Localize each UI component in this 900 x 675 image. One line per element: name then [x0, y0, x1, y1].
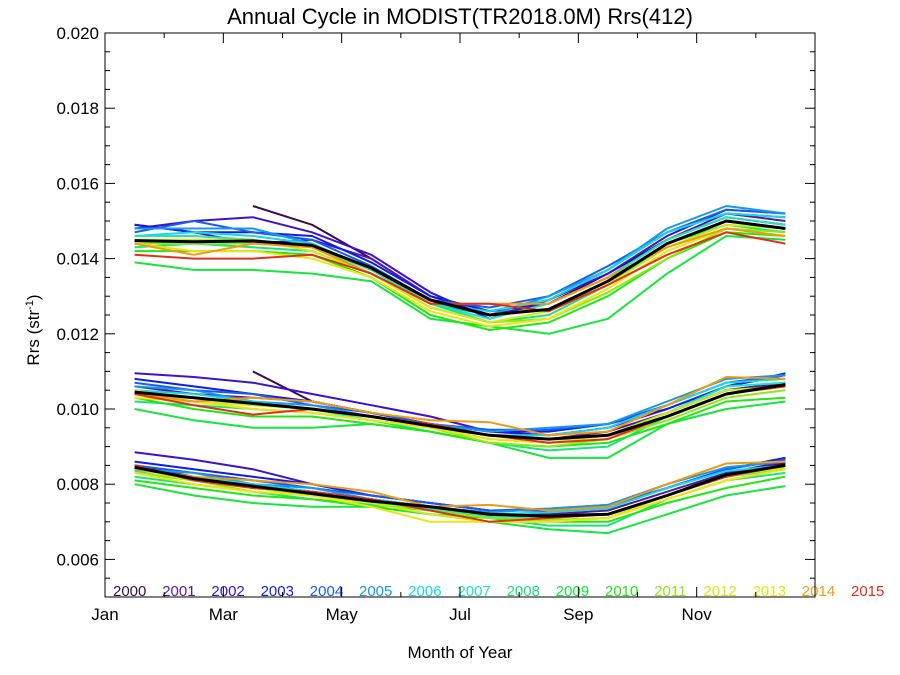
legend-item-2005: 2005	[359, 583, 392, 600]
series-line-2010	[134, 396, 786, 448]
series-line-2005	[134, 205, 786, 316]
x-tick-label: Mar	[209, 605, 239, 624]
x-axis: Jan Mar May Jul Sep Nov	[91, 33, 757, 624]
y-tick-label: 0.020	[56, 24, 99, 43]
legend-item-2006: 2006	[408, 583, 441, 600]
series-line-2014	[134, 460, 786, 512]
legend-item-2004: 2004	[310, 583, 343, 600]
legend-item-2013: 2013	[753, 583, 786, 600]
mean-line	[134, 383, 786, 441]
legend-item-2014: 2014	[802, 583, 835, 600]
legend-item-2010: 2010	[605, 583, 638, 600]
y-tick-label: 0.010	[56, 400, 99, 419]
legend-item-2001: 2001	[162, 583, 195, 600]
legend-item-2012: 2012	[703, 583, 736, 600]
series-line-2002	[134, 208, 786, 320]
legend-item-2000: 2000	[113, 583, 146, 600]
y-tick-label: 0.012	[56, 325, 99, 344]
y-tick-label: 0.014	[56, 250, 99, 269]
series-line-2015	[134, 231, 786, 313]
series-lines	[134, 205, 786, 535]
series-line-2013	[134, 227, 786, 328]
y-tick-label: 0.006	[56, 550, 99, 569]
chart-title: Annual Cycle in MODIST(TR2018.0M) Rrs(41…	[227, 4, 693, 29]
legend-item-2008: 2008	[507, 583, 540, 600]
legend-item-2007: 2007	[457, 583, 490, 600]
legend: 2000 2001 2002 2003 2004 2005 2006 2007 2008 2009…	[113, 583, 884, 600]
x-axis-label: Month of Year	[408, 643, 513, 662]
series-line-2013	[134, 468, 786, 523]
mean-line	[134, 219, 786, 317]
legend-item-2009: 2009	[556, 583, 589, 600]
x-tick-label: Jan	[91, 605, 118, 624]
y-tick-label: 0.008	[56, 475, 99, 494]
x-tick-label: Jul	[449, 605, 471, 624]
legend-item-2011: 2011	[654, 583, 686, 600]
legend-item-2003: 2003	[261, 583, 294, 600]
y-tick-label: 0.016	[56, 174, 99, 193]
mean-line	[134, 463, 786, 518]
x-tick-label: May	[326, 605, 359, 624]
x-tick-label: Sep	[563, 605, 593, 624]
y-axis-label: Rrs (str-1)	[24, 294, 43, 365]
legend-item-2002: 2002	[211, 583, 244, 600]
x-tick-label: Nov	[682, 605, 713, 624]
y-tick-label: 0.018	[56, 99, 99, 118]
legend-item-2015: 2015	[851, 583, 884, 600]
series-line-2014	[134, 376, 786, 437]
y-axis: 0.006 0.008 0.010 0.012 0.014 0.016 0.018 0.020	[56, 24, 815, 598]
